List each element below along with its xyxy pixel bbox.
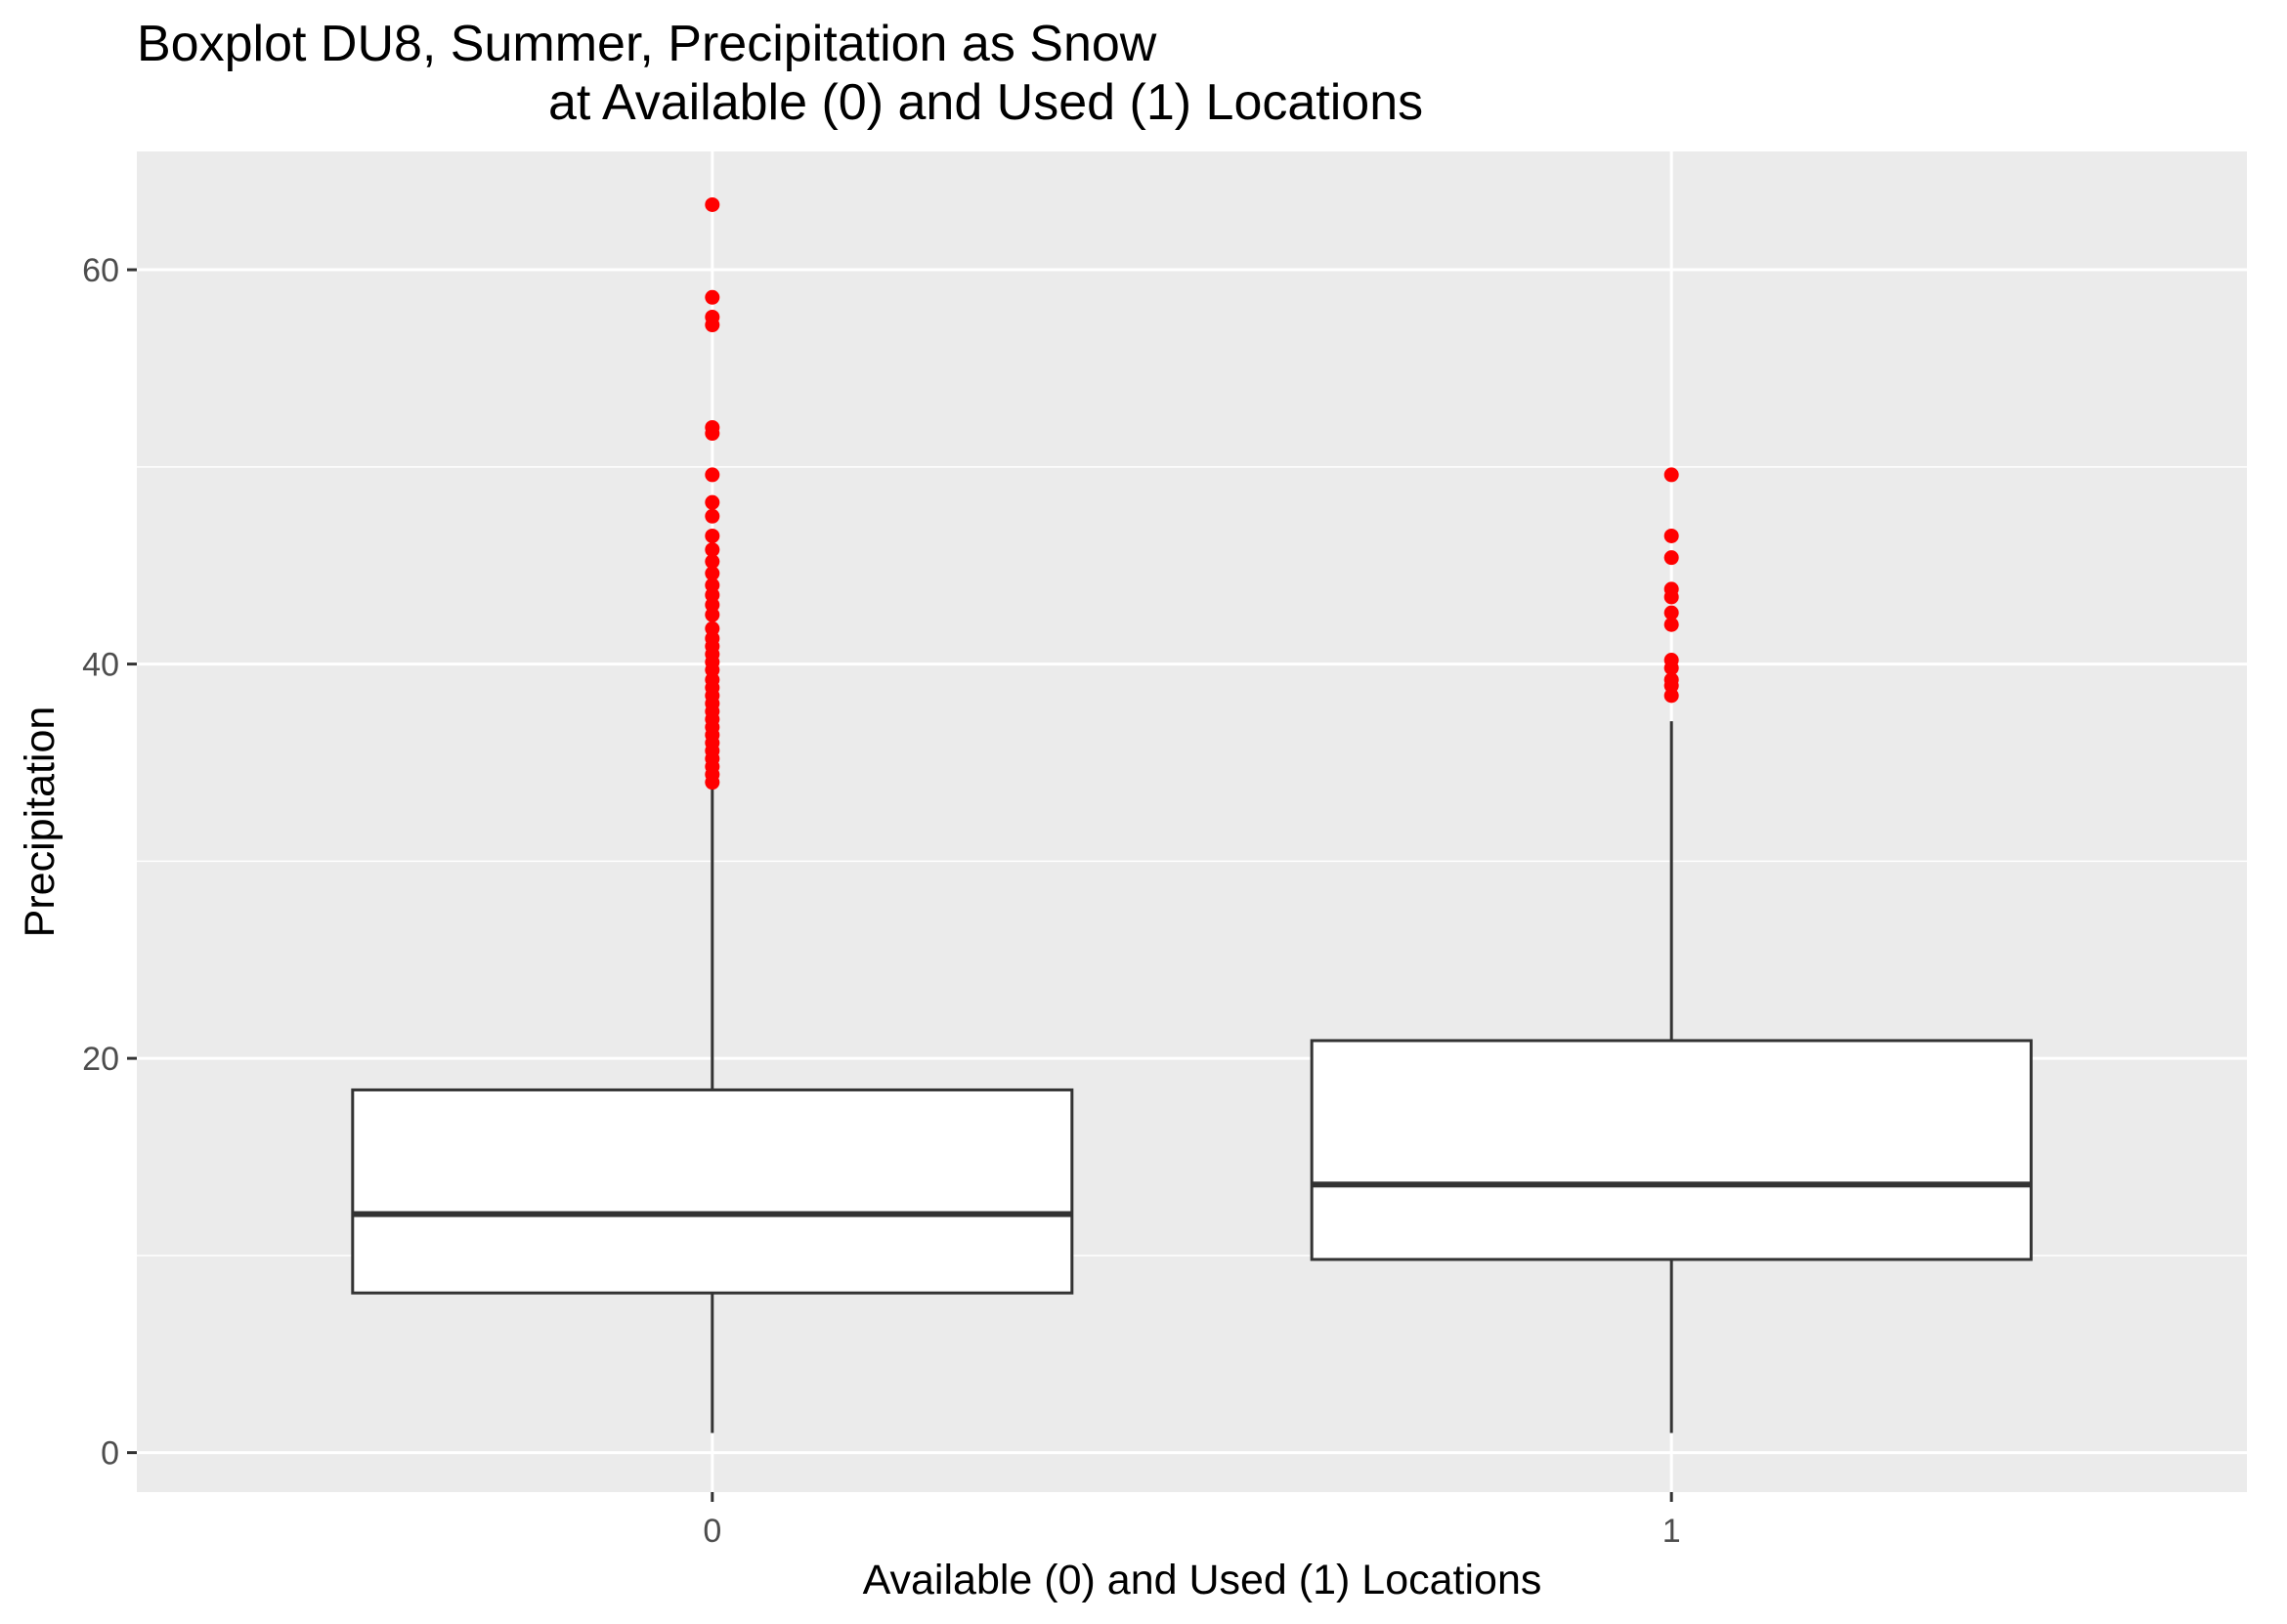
box-1: [1310, 467, 2033, 1433]
iqr-box: [351, 1088, 1074, 1295]
outlier-point: [705, 494, 720, 510]
outlier-point: [1663, 528, 1679, 543]
box-0: [351, 196, 1074, 1433]
outlier-point: [1663, 661, 1679, 676]
y-tick-label: 0: [101, 1435, 119, 1473]
gridlines: [137, 151, 2247, 1492]
outlier-point: [705, 775, 720, 791]
y-tick-label: 20: [82, 1041, 119, 1078]
y-tick-label: 60: [82, 252, 119, 289]
outlier-point: [1663, 617, 1679, 632]
outlier-point: [1663, 605, 1679, 620]
outlier-point: [705, 566, 720, 581]
box-group: [351, 196, 2033, 1433]
outlier-point: [705, 318, 720, 333]
outlier-point: [705, 508, 720, 524]
outlier-point: [705, 467, 720, 483]
iqr-box: [1310, 1039, 2033, 1261]
outlier-point: [705, 607, 720, 622]
y-axis-title: Precipitation: [17, 706, 64, 938]
outlier-point: [1663, 589, 1679, 605]
outlier-point: [705, 542, 720, 558]
outlier-point: [1663, 688, 1679, 704]
x-axis-title: Available (0) and Used (1) Locations: [863, 1557, 1542, 1603]
chart-title-line-2: at Available (0) and Used (1) Locations: [548, 74, 1423, 131]
outlier-point: [705, 289, 720, 305]
outlier-point: [1663, 550, 1679, 566]
x-tick-label: 0: [703, 1513, 721, 1550]
outlier-point: [705, 554, 720, 570]
outlier-point: [1663, 467, 1679, 483]
y-axis-ticks: 0 20 40 60: [82, 252, 137, 1473]
outlier-point: [705, 196, 720, 212]
outlier-point: [705, 528, 720, 543]
outlier-point: [705, 426, 720, 442]
x-tick-label: 1: [1662, 1513, 1681, 1550]
chart-title-line-1: Boxplot DU8, Summer, Precipitation as Sn…: [137, 16, 1157, 72]
y-tick-label: 40: [82, 647, 119, 684]
